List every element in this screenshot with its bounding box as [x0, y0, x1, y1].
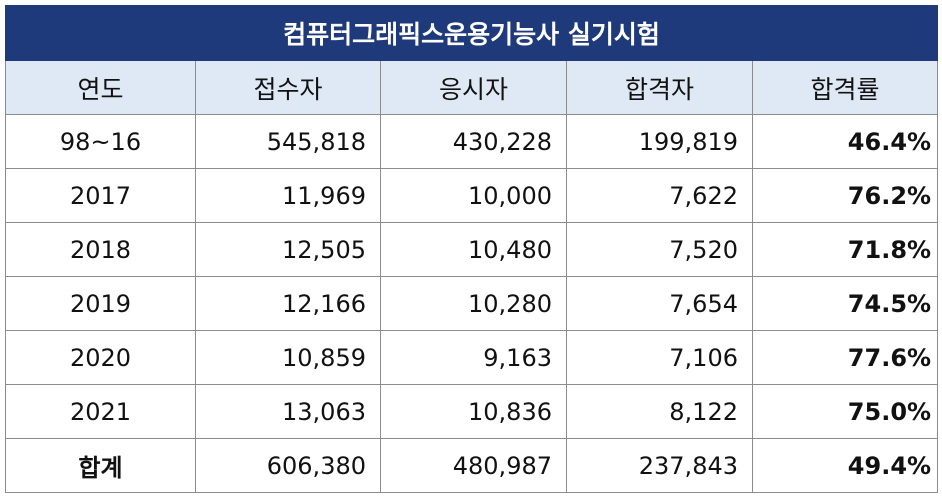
- year-cell: 2018: [5, 222, 196, 277]
- title-row: 컴퓨터그래픽스운용기능사 실기시험: [4, 5, 939, 61]
- examinees-cell: 10,480: [380, 222, 567, 277]
- exam-statistics-table: 컴퓨터그래픽스운용기능사 실기시험 연도 접수자 응시자 합격자 합격률 98~…: [4, 5, 939, 493]
- pass-rate-cell: 46.4%: [751, 114, 939, 169]
- year-cell: 2019: [5, 276, 196, 331]
- total-applicants: 606,380: [195, 438, 381, 493]
- header-row: 연도 접수자 응시자 합격자 합격률: [5, 60, 939, 115]
- total-row: 합계 606,380 480,987 237,843 49.4%: [5, 438, 939, 493]
- header-year: 연도: [5, 60, 196, 115]
- passers-cell: 8,122: [566, 384, 753, 439]
- year-cell: 2020: [5, 330, 196, 385]
- pass-rate-cell: 76.2%: [751, 168, 939, 223]
- table-row: 2019 12,166 10,280 7,654 74.5%: [5, 276, 939, 331]
- pass-rate-cell: 74.5%: [751, 276, 939, 331]
- table-row: 2018 12,505 10,480 7,520 71.8%: [5, 222, 939, 277]
- header-passers: 합격자: [566, 60, 753, 115]
- applicants-cell: 13,063: [195, 384, 381, 439]
- total-label: 합계: [5, 438, 196, 493]
- examinees-cell: 10,280: [380, 276, 567, 331]
- stats-table-container: 컴퓨터그래픽스운용기능사 실기시험 연도 접수자 응시자 합격자 합격률 98~…: [4, 5, 939, 493]
- header-applicants: 접수자: [195, 60, 381, 115]
- passers-cell: 199,819: [566, 114, 753, 169]
- passers-cell: 7,654: [566, 276, 753, 331]
- total-pass-rate: 49.4%: [751, 438, 939, 493]
- examinees-cell: 9,163: [380, 330, 567, 385]
- passers-cell: 7,520: [566, 222, 753, 277]
- table-row: 98~16 545,818 430,228 199,819 46.4%: [5, 114, 939, 169]
- examinees-cell: 10,000: [380, 168, 567, 223]
- pass-rate-cell: 77.6%: [751, 330, 939, 385]
- table-row: 2020 10,859 9,163 7,106 77.6%: [5, 330, 939, 385]
- total-examinees: 480,987: [380, 438, 567, 493]
- table-title: 컴퓨터그래픽스운용기능사 실기시험: [4, 5, 939, 61]
- header-pass-rate: 합격률: [751, 60, 939, 115]
- applicants-cell: 12,505: [195, 222, 381, 277]
- examinees-cell: 10,836: [380, 384, 567, 439]
- applicants-cell: 11,969: [195, 168, 381, 223]
- passers-cell: 7,106: [566, 330, 753, 385]
- year-cell: 2021: [5, 384, 196, 439]
- header-examinees: 응시자: [380, 60, 567, 115]
- examinees-cell: 430,228: [380, 114, 567, 169]
- applicants-cell: 545,818: [195, 114, 381, 169]
- total-passers: 237,843: [566, 438, 753, 493]
- pass-rate-cell: 75.0%: [751, 384, 939, 439]
- year-cell: 2017: [5, 168, 196, 223]
- passers-cell: 7,622: [566, 168, 753, 223]
- applicants-cell: 12,166: [195, 276, 381, 331]
- table-row: 2021 13,063 10,836 8,122 75.0%: [5, 384, 939, 439]
- year-cell: 98~16: [5, 114, 196, 169]
- applicants-cell: 10,859: [195, 330, 381, 385]
- table-row: 2017 11,969 10,000 7,622 76.2%: [5, 168, 939, 223]
- pass-rate-cell: 71.8%: [751, 222, 939, 277]
